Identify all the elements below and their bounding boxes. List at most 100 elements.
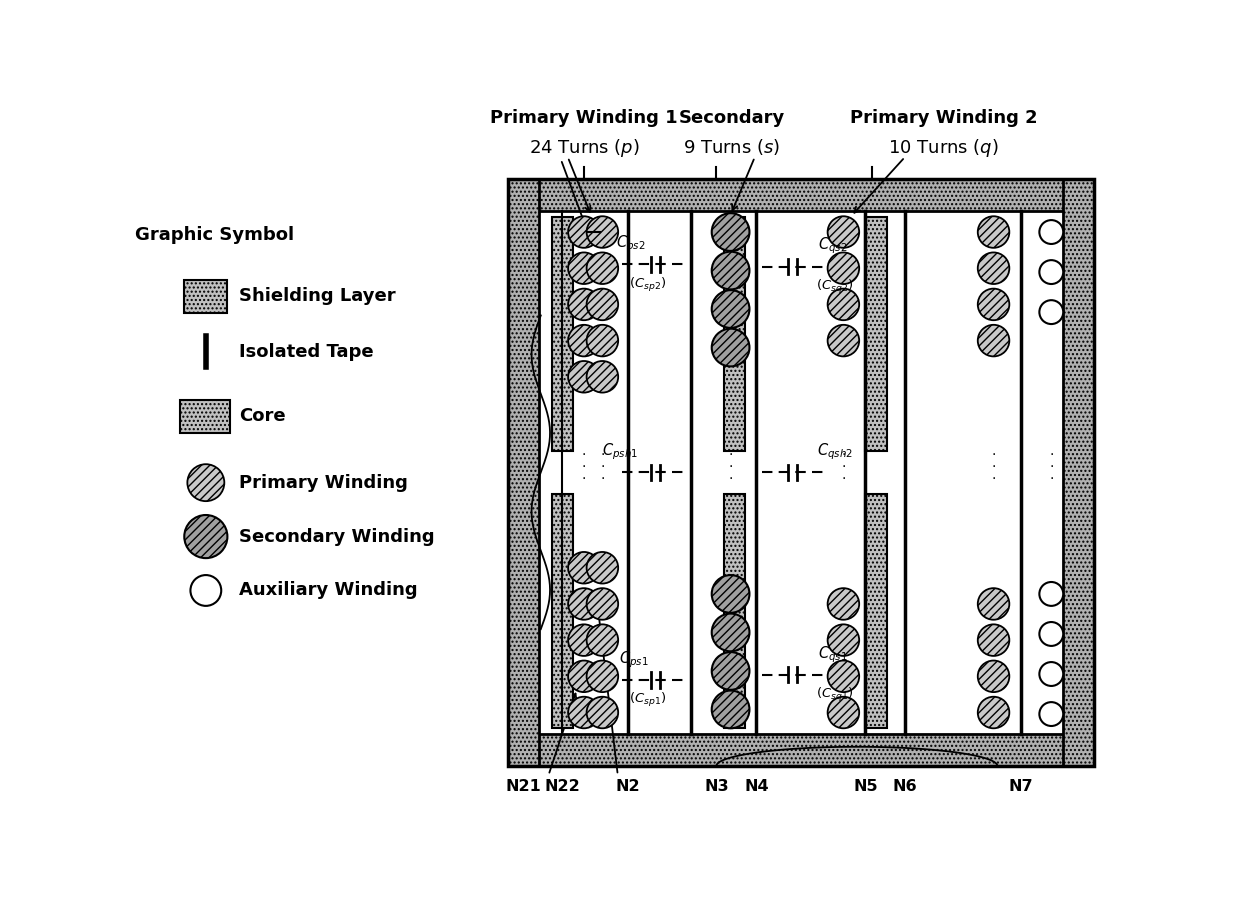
Circle shape — [587, 289, 619, 320]
Text: ·
·
·: · · · — [582, 448, 587, 485]
Text: Core: Core — [239, 407, 285, 426]
Text: Primary Winding: Primary Winding — [239, 473, 408, 492]
Circle shape — [978, 661, 1009, 692]
Bar — [508, 734, 1094, 766]
Circle shape — [1039, 702, 1063, 726]
Circle shape — [587, 361, 619, 392]
Circle shape — [827, 289, 859, 320]
Circle shape — [712, 614, 749, 652]
Circle shape — [1039, 622, 1063, 646]
Text: Graphic Symbol: Graphic Symbol — [135, 226, 294, 244]
Circle shape — [978, 289, 1009, 320]
Bar — [552, 217, 573, 450]
Text: Auxiliary Winding: Auxiliary Winding — [239, 581, 418, 599]
Circle shape — [1039, 220, 1063, 244]
Text: Primary Winding 2: Primary Winding 2 — [849, 109, 1038, 127]
Circle shape — [568, 697, 600, 728]
Circle shape — [1039, 260, 1063, 284]
Circle shape — [568, 661, 600, 692]
Text: $C_{ps1}$: $C_{ps1}$ — [619, 650, 649, 670]
Bar — [552, 494, 573, 727]
Circle shape — [978, 697, 1009, 728]
Circle shape — [827, 325, 859, 356]
Text: N7: N7 — [1008, 779, 1033, 794]
Circle shape — [978, 325, 1009, 356]
Text: 10 Turns ($q$): 10 Turns ($q$) — [888, 138, 999, 159]
Text: Secondary: Secondary — [678, 109, 785, 127]
Circle shape — [712, 690, 749, 728]
Circle shape — [827, 252, 859, 284]
Text: ·
·
·: · · · — [600, 448, 605, 485]
Text: ·
·
·: · · · — [991, 448, 996, 485]
Text: $(C_{sq1})$: $(C_{sq1})$ — [816, 686, 854, 704]
Circle shape — [191, 575, 221, 605]
Text: N21: N21 — [506, 779, 542, 794]
Bar — [724, 494, 745, 727]
Circle shape — [587, 588, 619, 619]
Text: ·
·
·: · · · — [728, 448, 733, 485]
Circle shape — [827, 624, 859, 656]
Circle shape — [827, 216, 859, 247]
Circle shape — [978, 588, 1009, 619]
Text: $C_{psh1}$: $C_{psh1}$ — [603, 441, 639, 462]
Circle shape — [827, 661, 859, 692]
Circle shape — [568, 252, 600, 284]
Bar — [508, 178, 1094, 766]
Circle shape — [587, 697, 619, 728]
Circle shape — [827, 697, 859, 728]
Text: Primary Winding 1: Primary Winding 1 — [491, 109, 678, 127]
Circle shape — [587, 252, 619, 284]
Bar — [181, 401, 231, 433]
Circle shape — [568, 289, 600, 320]
Text: N3: N3 — [704, 779, 729, 794]
Circle shape — [587, 624, 619, 656]
Circle shape — [1039, 582, 1063, 605]
Text: $(C_{sq2})$: $(C_{sq2})$ — [816, 278, 854, 296]
Circle shape — [587, 552, 619, 583]
Text: $C_{qs1}$: $C_{qs1}$ — [818, 644, 848, 665]
Bar — [185, 281, 227, 313]
Circle shape — [827, 588, 859, 619]
Text: Shielding Layer: Shielding Layer — [239, 287, 396, 306]
Text: $(C_{sp1})$: $(C_{sp1})$ — [629, 691, 666, 710]
Bar — [508, 178, 1094, 210]
Text: $C_{qs2}$: $C_{qs2}$ — [818, 236, 847, 257]
Circle shape — [568, 552, 600, 583]
Bar — [866, 217, 887, 450]
Text: 24 Turns ($p$): 24 Turns ($p$) — [529, 138, 640, 159]
Circle shape — [978, 624, 1009, 656]
Circle shape — [712, 213, 749, 251]
Circle shape — [1039, 300, 1063, 324]
Circle shape — [587, 216, 619, 247]
Text: $C_{ps2}$: $C_{ps2}$ — [616, 234, 645, 254]
Circle shape — [187, 464, 224, 501]
Bar — [724, 217, 745, 450]
Circle shape — [712, 329, 749, 366]
Bar — [1063, 178, 1094, 766]
Circle shape — [712, 290, 749, 328]
Text: ·
·
·: · · · — [1049, 448, 1054, 485]
Text: 9 Turns ($s$): 9 Turns ($s$) — [683, 138, 780, 157]
Circle shape — [568, 325, 600, 356]
Circle shape — [587, 325, 619, 356]
Text: ·
·
·: · · · — [841, 448, 846, 485]
Circle shape — [1039, 662, 1063, 686]
Text: Isolated Tape: Isolated Tape — [239, 342, 373, 361]
Text: N6: N6 — [893, 779, 918, 794]
Text: $C_{qsh2}$: $C_{qsh2}$ — [817, 441, 853, 462]
Text: $(C_{sp2})$: $(C_{sp2})$ — [629, 276, 666, 294]
Text: N5: N5 — [853, 779, 878, 794]
Bar — [866, 494, 887, 727]
Circle shape — [712, 575, 749, 613]
Circle shape — [712, 252, 749, 290]
Circle shape — [712, 652, 749, 689]
Text: N4: N4 — [744, 779, 769, 794]
Bar — [508, 178, 539, 766]
Circle shape — [568, 216, 600, 247]
Circle shape — [978, 252, 1009, 284]
Circle shape — [568, 361, 600, 392]
Text: N2: N2 — [616, 779, 641, 794]
Text: Secondary Winding: Secondary Winding — [239, 528, 434, 545]
Circle shape — [185, 515, 227, 558]
Circle shape — [978, 216, 1009, 247]
